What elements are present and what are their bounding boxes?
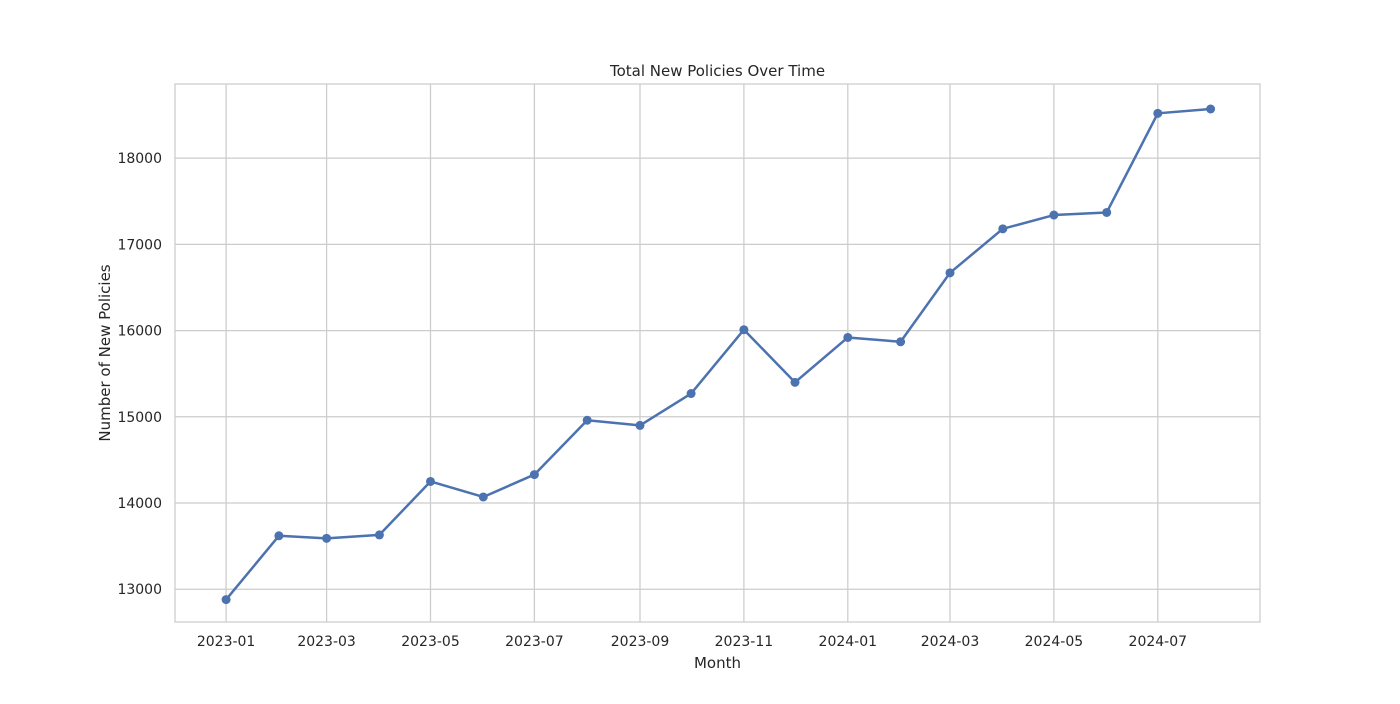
x-tick-label: 2023-09: [611, 634, 670, 650]
data-point: [425, 476, 435, 486]
series-layer: [221, 104, 1216, 605]
data-point: [1153, 108, 1163, 118]
y-axis-ticks: 13000 14000 15000 16000 17000 18000: [117, 151, 162, 598]
y-tick-label: 17000: [117, 237, 162, 253]
x-tick-label: 2024-05: [1025, 634, 1084, 650]
x-tick-label: 2023-03: [297, 634, 356, 650]
data-point: [529, 470, 539, 480]
data-point: [478, 492, 488, 502]
y-tick-label: 18000: [117, 151, 162, 167]
x-tick-label: 2024-07: [1129, 634, 1188, 650]
data-point: [374, 530, 384, 540]
y-tick-label: 15000: [117, 410, 162, 426]
data-point: [274, 531, 284, 541]
x-tick-label: 2023-01: [197, 634, 256, 650]
y-tick-label: 16000: [117, 324, 162, 340]
data-point: [790, 377, 800, 387]
chart-title: Total New Policies Over Time: [609, 62, 825, 80]
y-tick-label: 14000: [117, 496, 162, 512]
x-axis-ticks: 2023-01 2023-03 2023-05 2023-07 2023-09 2023-…: [197, 634, 1187, 650]
grid-lines: [175, 84, 1260, 622]
plot-frame: [174, 83, 1261, 623]
data-point: [635, 420, 645, 430]
data-point: [1102, 207, 1112, 217]
data-point: [945, 268, 955, 278]
x-tick-label: 2023-11: [715, 634, 774, 650]
x-tick-label: 2023-05: [401, 634, 460, 650]
data-point: [896, 337, 906, 347]
data-point: [582, 415, 592, 425]
x-tick-label: 2024-01: [819, 634, 878, 650]
data-point: [1206, 104, 1216, 114]
data-point: [998, 224, 1008, 234]
data-point: [843, 332, 853, 342]
data-point: [739, 325, 749, 335]
y-axis-label: Number of New Policies: [96, 264, 114, 441]
data-point: [322, 533, 332, 543]
data-point: [221, 595, 231, 605]
x-axis-label: Month: [694, 654, 741, 672]
series-line: [224, 107, 1212, 601]
y-tick-label: 13000: [117, 582, 162, 598]
x-tick-label: 2024-03: [921, 634, 980, 650]
data-point: [686, 389, 696, 399]
x-tick-label: 2023-07: [505, 634, 564, 650]
data-point: [1049, 210, 1059, 220]
